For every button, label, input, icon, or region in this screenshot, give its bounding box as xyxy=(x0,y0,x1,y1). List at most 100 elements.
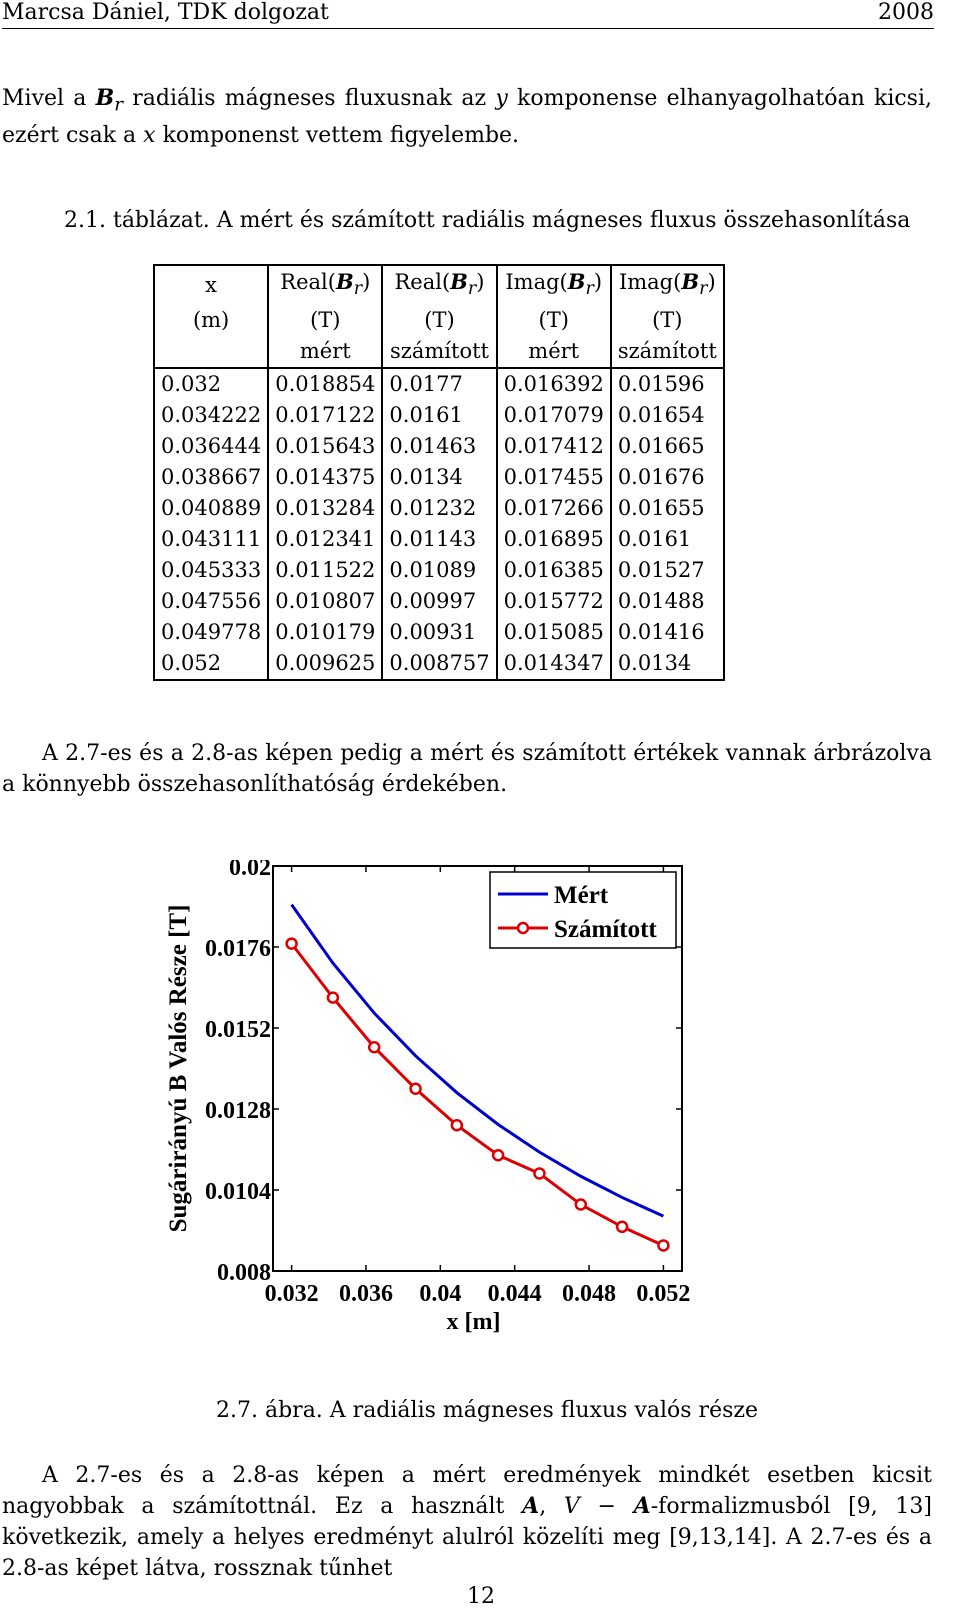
table-cell: 0.01232 xyxy=(381,493,498,525)
table-header-cell: Imag(Br) xyxy=(495,265,612,306)
table-header-cell: Real(Br) xyxy=(267,265,384,306)
figure-caption: 2.7. ábra. A radiális mágneses fluxus va… xyxy=(216,1398,758,1423)
table-row: 0.045333 0.011522 0.01089 0.016385 0.01527 xyxy=(152,555,725,587)
table-cell: 0.01143 xyxy=(381,524,498,556)
table-cell: 0.012341 xyxy=(267,524,384,556)
table-cell: 0.052 xyxy=(152,648,270,681)
table-header-cell: Real(Br) xyxy=(381,265,498,306)
table-header-cell: mért xyxy=(267,336,384,369)
table-cell: 0.016385 xyxy=(495,555,612,587)
table-header-cell: Imag(Br) xyxy=(609,265,725,306)
table-header-cell: (m) xyxy=(152,305,270,337)
x-tick-label: 0.036 xyxy=(339,1281,393,1307)
table-header-cell: x xyxy=(152,265,270,306)
legend-entry: Számított xyxy=(554,916,657,943)
table-row: 0.052 0.009625 0.008757 0.014347 0.0134 xyxy=(152,648,725,681)
table-cell: 0.01527 xyxy=(609,555,725,587)
data-point xyxy=(450,1118,464,1132)
y-tick-label: 0.0128 xyxy=(205,1098,271,1124)
table-cell: 0.015085 xyxy=(495,617,612,649)
table-cell: 0.01463 xyxy=(381,431,498,463)
table-cell: 0.01655 xyxy=(609,493,725,525)
table-row: 0.047556 0.010807 0.00997 0.015772 0.01488 xyxy=(152,586,725,618)
table-cell: 0.015772 xyxy=(495,586,612,618)
table-cell: 0.00997 xyxy=(381,586,498,618)
y-tick-label: 0.008 xyxy=(217,1260,271,1286)
paragraph-conclusion: A 2.7-es és a 2.8-as képen a mért eredmé… xyxy=(2,1463,932,1581)
data-point xyxy=(574,1198,588,1211)
table-header-cell: (T) xyxy=(381,305,498,337)
paragraph-figures: A 2.7-es és a 2.8-as képen pedig a mért … xyxy=(2,741,932,797)
page-header: Marcsa Dániel, TDK dolgozat 2008 xyxy=(2,0,934,29)
table-cell: 0.040889 xyxy=(152,493,270,525)
table-cell: 0.047556 xyxy=(152,586,270,618)
x-tick-label: 0.048 xyxy=(562,1281,616,1307)
data-point xyxy=(533,1167,546,1180)
data-point xyxy=(285,937,298,950)
table-row: 0.043111 0.012341 0.01143 0.016895 0.0161 xyxy=(152,524,725,556)
table-cell: 0.01596 xyxy=(609,368,725,401)
x-tick-label: 0.032 xyxy=(265,1281,319,1307)
table-cell: 0.009625 xyxy=(267,648,384,681)
table-header-cell xyxy=(152,336,270,369)
table-header-cell: számított xyxy=(381,336,498,369)
data-point xyxy=(367,1040,381,1054)
x-axis-label: x [m] xyxy=(447,1309,501,1335)
table-cell: 0.038667 xyxy=(152,462,270,494)
table-row: 0.038667 0.014375 0.0134 0.017455 0.01676 xyxy=(152,462,725,494)
table-cell: 0.014347 xyxy=(495,648,612,681)
table-cell: 0.043111 xyxy=(152,524,270,556)
header-year: 2008 xyxy=(878,0,934,25)
y-tick-label: 0.0176 xyxy=(205,936,271,962)
table-cell: 0.018854 xyxy=(267,368,384,401)
table-cell: 0.008757 xyxy=(381,648,498,681)
table-cell: 0.016392 xyxy=(495,368,612,401)
table-header-cell: (T) xyxy=(609,305,725,337)
y-tick-label: 0.02 xyxy=(229,860,271,881)
flux-real-part-chart: 0.008 0.0104 0.0128 0.0152 0.0176 0.02 0.032 0.… xyxy=(165,860,690,1335)
page-number: 12 xyxy=(467,1584,495,1609)
table-cell: 0.015643 xyxy=(267,431,384,463)
table-cell: 0.01665 xyxy=(609,431,725,463)
table-cell: 0.017266 xyxy=(495,493,612,525)
table-cell: 0.0134 xyxy=(609,648,725,681)
table-cell: 0.01089 xyxy=(381,555,498,587)
y-axis-label: Sugárirányú B Valós Része [T] xyxy=(165,905,192,1233)
data-point xyxy=(491,1148,505,1162)
table-row: 0.040889 0.013284 0.01232 0.017266 0.01655 xyxy=(152,493,725,525)
data-point xyxy=(409,1082,422,1095)
table-cell: 0.032 xyxy=(152,368,270,401)
table-cell: 0.0161 xyxy=(381,400,498,432)
comparison-table: x Real(Br) Real(Br) Imag(Br) Imag(Br) (m) (T)(… xyxy=(152,264,725,682)
table-header-cell: (T) xyxy=(495,305,612,337)
x-tick-label: 0.044 xyxy=(488,1281,542,1307)
table-header-cell: számított xyxy=(609,336,725,369)
data-point xyxy=(326,991,340,1004)
table-cell: 0.01654 xyxy=(609,400,725,432)
table-cell: 0.017455 xyxy=(495,462,612,494)
table-cell: 0.017412 xyxy=(495,431,612,463)
table-cell: 0.01676 xyxy=(609,462,725,494)
series-line-2 xyxy=(290,942,665,1247)
legend-marker xyxy=(516,921,530,935)
x-tick-label: 0.04 xyxy=(419,1281,461,1307)
table-header-cell: mért xyxy=(495,336,612,369)
table-row: 0.049778 0.010179 0.00931 0.015085 0.01416 xyxy=(152,617,725,649)
table-cell: 0.034222 xyxy=(152,400,270,432)
table-cell: 0.00931 xyxy=(381,617,498,649)
table-cell: 0.010179 xyxy=(267,617,384,649)
table-row: 0.032 0.018854 0.0177 0.016392 0.01596 xyxy=(152,368,725,401)
table-cell: 0.010807 xyxy=(267,586,384,618)
table-cell: 0.01416 xyxy=(609,617,725,649)
table-cell: 0.016895 xyxy=(495,524,612,556)
legend-box xyxy=(489,871,677,949)
table-cell: 0.036444 xyxy=(152,431,270,463)
table-cell: 0.0161 xyxy=(609,524,725,556)
table-row: 0.034222 0.017122 0.0161 0.017079 0.01654 xyxy=(152,400,725,432)
table-row: 0.036444 0.015643 0.01463 0.017412 0.01665 xyxy=(152,431,725,463)
table-header-cell: (T) xyxy=(267,305,384,337)
y-tick-label: 0.0152 xyxy=(205,1017,271,1043)
table-cell: 0.049778 xyxy=(152,617,270,649)
data-point xyxy=(657,1239,670,1252)
table-cell: 0.045333 xyxy=(152,555,270,587)
